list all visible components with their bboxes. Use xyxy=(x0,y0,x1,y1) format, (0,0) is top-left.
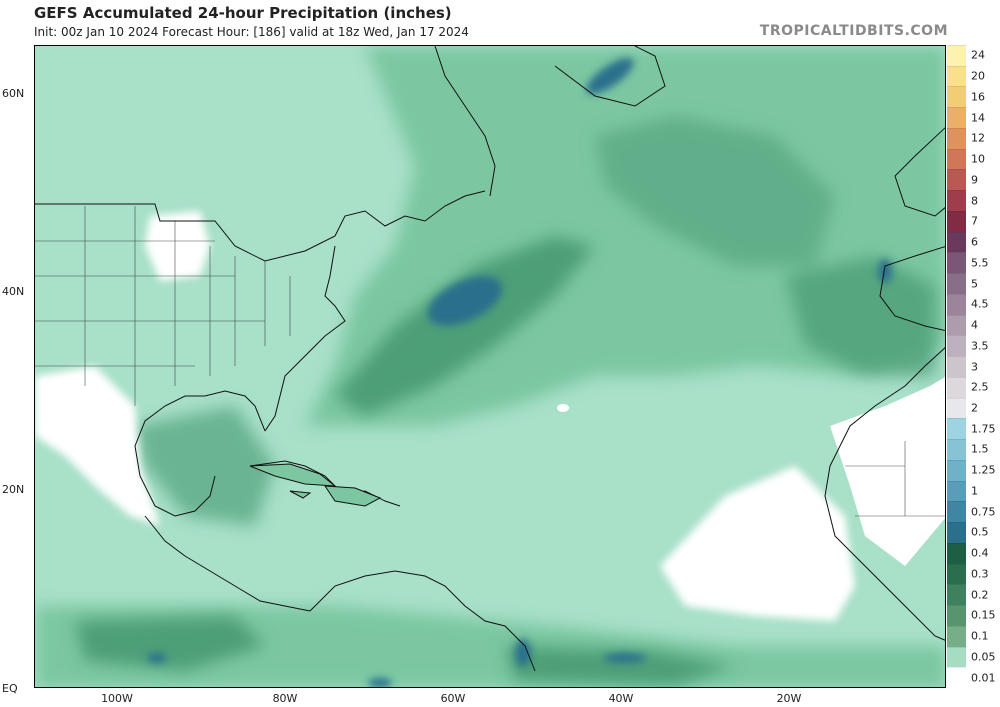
precipitation-map xyxy=(34,45,946,688)
legend-label: 16 xyxy=(971,90,985,104)
legend-label: 0.75 xyxy=(971,505,996,519)
legend-swatch xyxy=(947,376,966,399)
legend-swatch xyxy=(947,542,966,565)
legend-swatch xyxy=(947,65,966,87)
legend-swatch xyxy=(947,584,966,606)
legend-label: 0.2 xyxy=(971,588,989,602)
legend-swatch xyxy=(947,231,966,253)
legend-swatch xyxy=(947,522,966,544)
legend-label: 8 xyxy=(971,194,978,208)
legend-swatch xyxy=(947,335,966,357)
lon-label-100w: 100W xyxy=(101,692,133,705)
map-title: GEFS Accumulated 24-hour Precipitation (… xyxy=(34,4,452,22)
lon-label-20w: 20W xyxy=(776,692,802,705)
legend-swatch xyxy=(947,605,966,627)
legend-swatch xyxy=(947,625,966,647)
lat-label-20n: 20N xyxy=(2,483,25,496)
legend-label: 7 xyxy=(971,214,978,228)
legend-label: 0.1 xyxy=(971,629,989,643)
legend-swatch xyxy=(947,397,966,419)
legend-swatch xyxy=(947,293,966,316)
legend-swatch xyxy=(947,459,966,482)
legend-swatch xyxy=(947,439,966,461)
legend-label: 0.05 xyxy=(971,650,996,664)
legend-swatch xyxy=(947,480,966,502)
lon-label-40w: 40W xyxy=(608,692,634,705)
legend-swatch xyxy=(947,418,966,440)
lat-label-eq: EQ xyxy=(2,682,18,695)
legend-label: 4.5 xyxy=(971,297,989,311)
precip-heavy-band xyxy=(75,116,935,686)
legend-label: 1 xyxy=(971,484,978,498)
legend-label: 1.5 xyxy=(971,442,989,456)
legend-label: 0.01 xyxy=(971,671,996,685)
legend-label: 2 xyxy=(971,401,978,415)
legend-label: 2.5 xyxy=(971,380,989,394)
legend-label: 0.3 xyxy=(971,567,989,581)
legend-swatch xyxy=(947,563,966,585)
brand-watermark: TROPICALTIDBITS.COM xyxy=(759,23,948,39)
legend-label: 0.5 xyxy=(971,525,989,539)
legend-label: 4 xyxy=(971,318,978,332)
precip-max-cores xyxy=(147,57,892,687)
legend-label: 0.15 xyxy=(971,608,996,622)
legend-swatch xyxy=(947,273,966,295)
legend-label: 12 xyxy=(971,131,985,145)
map-canvas xyxy=(35,46,945,687)
legend-label: 0.4 xyxy=(971,546,989,560)
legend-swatch xyxy=(947,667,966,689)
map-subtitle: Init: 00z Jan 10 2024 Forecast Hour: [18… xyxy=(34,25,469,39)
legend-label: 9 xyxy=(971,173,978,187)
lat-label-40n: 40N xyxy=(2,285,25,298)
legend-swatch xyxy=(947,646,966,668)
legend-label: 5.5 xyxy=(971,256,989,270)
legend-label: 5 xyxy=(971,277,978,291)
legend-label: 1.25 xyxy=(971,463,996,477)
legend-label: 14 xyxy=(971,111,985,125)
legend-label: 20 xyxy=(971,69,985,83)
legend-label: 10 xyxy=(971,152,985,166)
legend-label: 3.5 xyxy=(971,339,989,353)
legend-swatch xyxy=(947,107,966,129)
lon-label-80w: 80W xyxy=(272,692,298,705)
legend-swatch xyxy=(947,148,966,170)
caribbean-islands xyxy=(249,463,382,507)
dry-regions xyxy=(35,211,945,621)
legend-swatch xyxy=(947,314,966,336)
legend-swatch xyxy=(947,252,966,274)
legend-swatch xyxy=(947,356,966,378)
precip-color-legend xyxy=(947,45,966,689)
lon-label-60w: 60W xyxy=(440,692,466,705)
political-borders xyxy=(35,206,945,517)
legend-swatch xyxy=(947,86,966,108)
legend-swatch xyxy=(947,501,966,523)
legend-swatch xyxy=(947,210,966,233)
legend-swatch xyxy=(947,127,966,150)
legend-label: 3 xyxy=(971,360,978,373)
legend-swatch xyxy=(947,45,966,67)
legend-label: 6 xyxy=(971,235,978,249)
lat-label-60n: 60N xyxy=(2,87,25,100)
legend-label: 1.75 xyxy=(971,422,996,436)
coastlines xyxy=(35,46,945,672)
legend-swatch xyxy=(947,190,966,212)
legend-swatch xyxy=(947,169,966,191)
legend-label: 24 xyxy=(971,48,985,62)
